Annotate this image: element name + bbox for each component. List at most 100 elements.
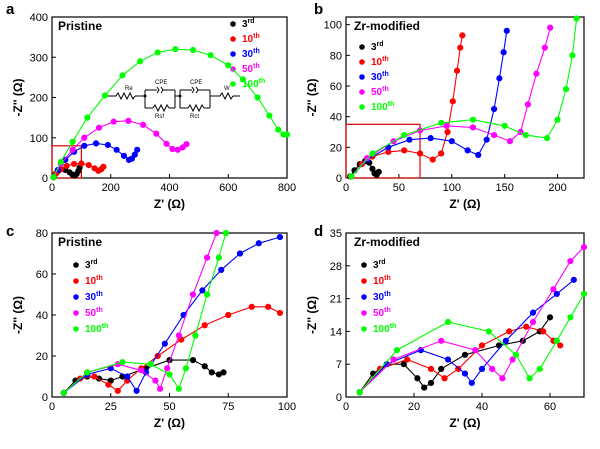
y-tick-label: 40 [36, 310, 48, 322]
data-point-3rd [375, 168, 382, 175]
data-point-30th [496, 75, 503, 82]
panel-letter: b [314, 1, 323, 18]
data-point-30th [104, 141, 111, 149]
panel-a: 0 200 400 600 800 0 100 200 300 400 Z' (Ω) -Z'' (Ω)… [6, 1, 296, 211]
data-point-30th [255, 240, 262, 247]
x-tick-label: 25 [105, 401, 117, 413]
data-point-10th [91, 373, 98, 380]
data-point-50th [174, 146, 181, 153]
data-point-10th [441, 375, 448, 382]
data-point-50th [390, 356, 397, 363]
data-point-10th [459, 32, 466, 39]
data-point-100th [222, 229, 229, 237]
y-axis-label: -Z'' (Ω) [305, 79, 319, 117]
x-tick-label: 800 [278, 182, 296, 194]
legend-marker [230, 51, 236, 57]
x-tick-label: 60 [544, 401, 556, 413]
legend-label: 100th [85, 323, 108, 335]
data-point-30th [81, 142, 88, 149]
legend-marker [361, 310, 367, 316]
x-tick-label: 50 [163, 401, 175, 413]
data-point-50th [81, 134, 88, 141]
x-axis-label: Z' (Ω) [449, 197, 480, 211]
data-point-50th [179, 144, 186, 151]
legend-label: 50th [242, 63, 260, 75]
data-point-100th [469, 116, 477, 123]
data-point-10th [265, 303, 272, 310]
data-point-30th [236, 250, 244, 257]
x-axis-label: Z' (Ω) [449, 416, 480, 430]
data-point-3rd [421, 384, 428, 391]
data-point-50th [509, 356, 516, 363]
data-point-30th [444, 356, 452, 363]
y-tick-label: 100 [30, 133, 48, 145]
data-point-3rd [461, 351, 469, 358]
panel-letter: d [314, 223, 323, 240]
equivalent-circuit-inset: Re CPE Rsf CPE Rct W [108, 80, 240, 120]
data-point-30th [120, 152, 128, 159]
data-point-100th [137, 58, 144, 65]
y-tick-label: 0 [336, 173, 342, 185]
warburg-element [219, 91, 234, 101]
x-tick-label: 0 [49, 182, 55, 194]
data-point-50th [163, 140, 170, 147]
data-point-50th [169, 145, 176, 153]
data-point-30th [218, 266, 225, 273]
y-tick-label: 35 [330, 228, 342, 240]
data-point-50th [469, 124, 477, 131]
data-point-10th [540, 328, 547, 335]
data-point-100th [172, 46, 179, 53]
legend-label: 30th [85, 291, 103, 303]
data-point-50th [567, 258, 574, 265]
legend-label: 50th [373, 307, 391, 319]
legend-marker [359, 59, 365, 65]
data-point-100th [254, 94, 261, 101]
data-point-100th [553, 337, 560, 344]
legend-marker [73, 310, 79, 316]
data-point-100th [154, 49, 161, 56]
legend-marker [73, 262, 79, 268]
data-point-100th [101, 92, 108, 99]
data-point-10th [401, 147, 408, 154]
data-point-30th [529, 309, 537, 316]
data-point-100th [438, 119, 445, 126]
y-tick-label: 60 [36, 269, 48, 281]
legend-label: 30th [371, 71, 389, 83]
y-tick-label: 0 [42, 392, 48, 404]
data-point-10th [438, 150, 445, 157]
legend-marker [359, 74, 365, 80]
data-point-100th [225, 62, 232, 69]
x-tick-label: 0 [49, 401, 55, 413]
legend-marker [230, 36, 236, 42]
circuit-label: Rsf [155, 114, 164, 120]
data-point-50th [138, 367, 145, 374]
data-point-100th [50, 174, 57, 181]
data-point-100th [522, 131, 529, 139]
data-point-100th [266, 112, 273, 119]
data-point-3rd [201, 363, 208, 370]
data-point-50th [213, 229, 220, 237]
data-point-3rd [438, 365, 445, 372]
legend-label: 3rd [85, 259, 98, 271]
data-point-100th [166, 371, 173, 378]
legend-label: 100th [242, 78, 265, 90]
y-tick-label: 80 [330, 50, 342, 62]
data-point-100th [119, 359, 126, 366]
legend-label: 10th [85, 275, 103, 287]
data-point-50th [164, 365, 171, 372]
legend-marker [359, 104, 365, 110]
data-point-100th [57, 158, 64, 165]
data-point-100th [554, 116, 561, 123]
data-point-10th [105, 381, 112, 388]
data-point-30th [276, 234, 284, 241]
legend-marker [73, 326, 79, 332]
data-point-50th [580, 243, 588, 251]
y-tick-label: 80 [36, 228, 48, 240]
data-point-50th [364, 154, 371, 162]
series-line-10th [63, 306, 281, 394]
x-tick-label: 0 [343, 401, 349, 413]
data-point-100th [580, 290, 588, 298]
x-tick-label: 40 [476, 401, 488, 413]
data-point-30th [502, 337, 509, 344]
legend-label: 100th [371, 101, 394, 113]
